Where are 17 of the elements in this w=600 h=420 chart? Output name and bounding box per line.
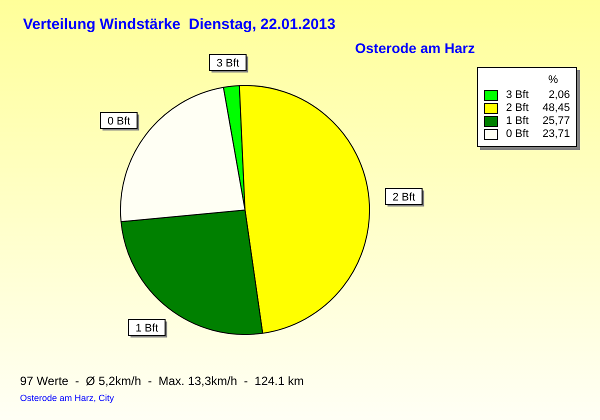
data-label: 25,77: [541, 115, 570, 128]
chart-title: Verteilung Windstärke Dienstag, 22.01.2013: [23, 16, 336, 33]
slice-label: 1 Bft: [136, 322, 158, 335]
slice-label: 2 Bft: [392, 192, 416, 204]
slice-label: 0 Bft: [108, 116, 130, 128]
legend-title: %: [547, 74, 559, 87]
slice-label: 3 Bft: [216, 58, 240, 70]
text: Osterode am Harz, City: [20, 393, 114, 403]
text: 97 Werte - Ø 5,2km/h - Max. 13,3km/h - 124.1 km: [20, 374, 304, 388]
legend-label: 0 Bft: [506, 128, 529, 141]
data-label: 48,45: [541, 102, 570, 115]
legend-label: 3 Bft: [506, 89, 529, 102]
legend-label: 2 Bft: [506, 102, 529, 115]
legend-label: 1 Bft: [506, 115, 529, 128]
chart-subtitle: Osterode am Harz: [355, 40, 475, 56]
data-label: 2,06: [548, 89, 570, 102]
data-label: 23,71: [541, 128, 570, 141]
